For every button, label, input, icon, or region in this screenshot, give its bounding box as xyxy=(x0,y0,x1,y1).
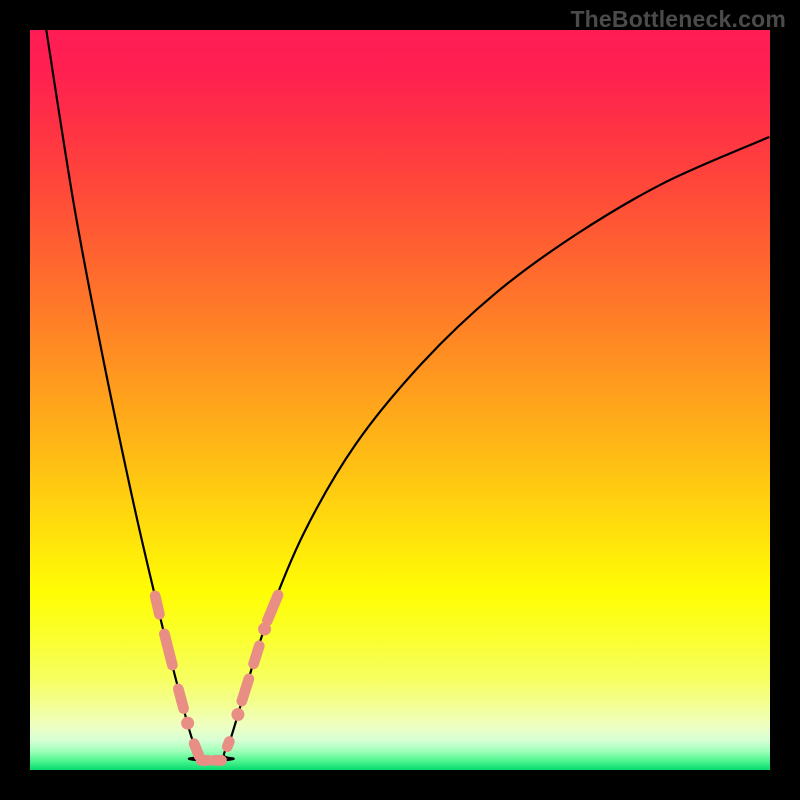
chart-container: TheBottleneck.com xyxy=(0,0,800,800)
gradient-background xyxy=(30,30,770,770)
watermark-text: TheBottleneck.com xyxy=(570,6,786,33)
data-marker xyxy=(209,755,227,766)
plot-area xyxy=(30,30,770,770)
